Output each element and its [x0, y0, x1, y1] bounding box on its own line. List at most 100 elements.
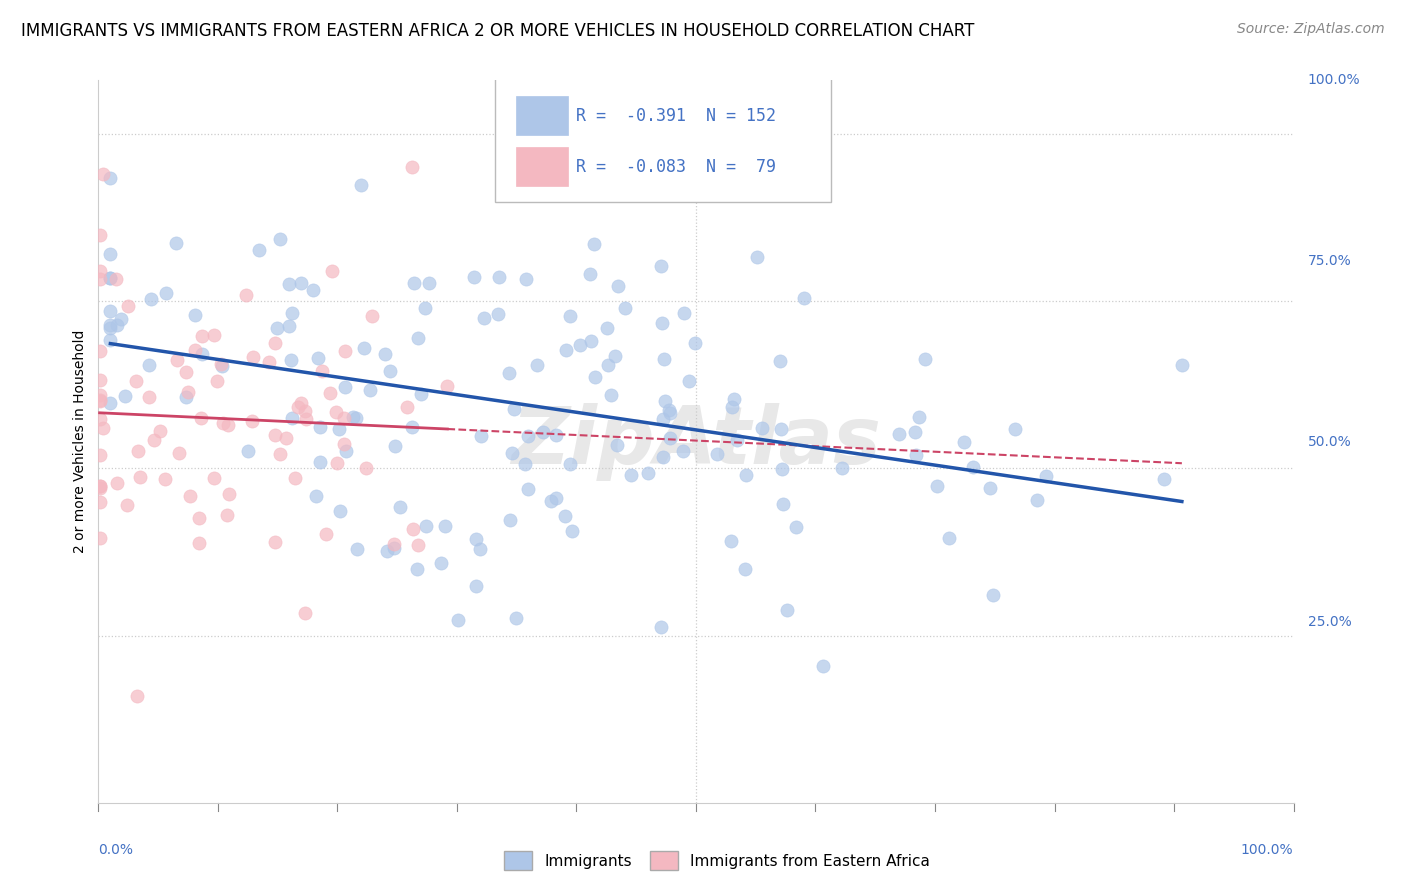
Point — [769, 354, 792, 368]
Point — [776, 603, 799, 617]
Point — [561, 524, 583, 538]
Point — [89, 479, 111, 493]
Point — [98, 247, 122, 261]
Point — [503, 401, 526, 416]
Point — [747, 250, 769, 264]
Point — [981, 587, 1004, 601]
Point — [125, 375, 148, 389]
Point — [720, 533, 742, 548]
Point — [652, 411, 675, 425]
Point — [319, 386, 342, 401]
Point — [308, 419, 330, 434]
Point — [658, 431, 681, 445]
Point — [89, 227, 111, 242]
Point — [264, 534, 287, 549]
Point — [110, 312, 132, 326]
Point — [89, 344, 111, 359]
Point — [904, 425, 927, 439]
Point — [202, 328, 225, 343]
Point — [770, 462, 793, 476]
Point — [138, 358, 160, 372]
Point — [436, 379, 458, 393]
Point — [138, 390, 160, 404]
Point — [354, 460, 377, 475]
Point — [637, 466, 659, 480]
Point — [98, 271, 122, 285]
Point — [546, 491, 568, 506]
Point — [280, 353, 302, 368]
Point — [98, 170, 122, 185]
Point — [335, 444, 357, 458]
Point — [105, 476, 128, 491]
Point — [179, 489, 201, 503]
Point — [117, 299, 139, 313]
Point — [418, 276, 440, 290]
Point — [734, 562, 756, 576]
Point — [402, 276, 425, 290]
Point — [287, 400, 309, 414]
Point — [962, 459, 984, 474]
Point — [1035, 468, 1057, 483]
Point — [579, 334, 602, 348]
Point — [579, 267, 602, 281]
Point — [89, 272, 111, 286]
Point — [294, 606, 316, 620]
Point — [658, 406, 681, 420]
Point — [89, 481, 111, 495]
Point — [723, 392, 745, 406]
Point — [887, 427, 910, 442]
Point — [321, 263, 343, 277]
Point — [89, 264, 111, 278]
Point — [434, 519, 457, 533]
Point — [811, 659, 834, 673]
Point — [558, 309, 581, 323]
Point — [979, 481, 1001, 495]
Point — [148, 425, 170, 439]
Point — [914, 352, 936, 367]
Point — [908, 409, 931, 424]
Legend: Immigrants, Immigrants from Eastern Africa: Immigrants, Immigrants from Eastern Afri… — [498, 846, 936, 876]
Point — [596, 358, 619, 372]
Point — [290, 395, 312, 409]
Point — [582, 236, 605, 251]
FancyBboxPatch shape — [516, 96, 568, 136]
Point — [409, 387, 432, 401]
Point — [568, 337, 591, 351]
Point — [215, 508, 238, 522]
Point — [751, 420, 773, 434]
Point — [359, 383, 381, 397]
Point — [596, 320, 619, 334]
Point — [278, 277, 301, 291]
Point — [560, 457, 582, 471]
Point — [429, 556, 451, 570]
Point — [513, 457, 536, 471]
Point — [295, 412, 318, 426]
Point — [672, 444, 695, 458]
Point — [89, 448, 111, 462]
Point — [167, 446, 190, 460]
Text: R =  -0.083  N =  79: R = -0.083 N = 79 — [576, 158, 776, 176]
Point — [174, 390, 197, 404]
Point — [278, 319, 301, 334]
Point — [526, 358, 548, 372]
Point — [191, 328, 214, 343]
Point — [188, 536, 211, 550]
Point — [274, 432, 297, 446]
Point — [375, 543, 398, 558]
Point — [793, 291, 815, 305]
Point — [402, 522, 425, 536]
Point — [353, 341, 375, 355]
Point — [217, 417, 239, 432]
Point — [470, 429, 492, 443]
Point — [311, 364, 333, 378]
Point — [89, 393, 111, 408]
Point — [269, 232, 291, 246]
Point — [531, 425, 554, 439]
Point — [546, 428, 568, 442]
Point — [105, 272, 128, 286]
Point — [165, 236, 187, 251]
Point — [89, 394, 111, 409]
Point — [725, 433, 748, 447]
Point — [139, 292, 162, 306]
Point — [447, 613, 470, 627]
